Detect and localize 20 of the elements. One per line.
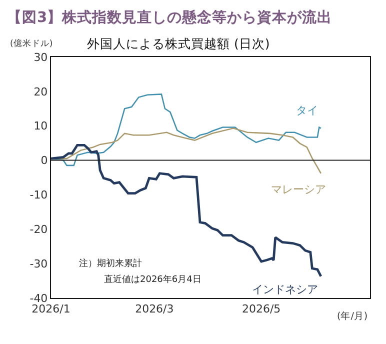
y-tick-label: -10: [30, 188, 48, 202]
chart-title: 【図3】株式指数見直しの懸念等から資本が流出: [7, 8, 332, 26]
y-tick-label: 10: [34, 120, 48, 133]
y-tick-label: 30: [34, 50, 48, 64]
series-label: インドネシア: [252, 283, 318, 296]
annotation: 直近値は2026年6月4日: [104, 274, 202, 285]
series-label: タイ: [296, 104, 318, 117]
x-tick-label: 2026/5: [242, 302, 281, 316]
y-axis-title: (億米ドル): [10, 38, 53, 49]
annotation: 注）期初来累計: [79, 258, 142, 269]
series-label: マレーシア: [271, 183, 326, 196]
x-tick-label: 2026/3: [135, 302, 174, 316]
y-tick-label: 0: [40, 154, 48, 168]
y-tick-label: -30: [30, 257, 48, 270]
y-tick-label: -20: [30, 222, 48, 236]
x-tick-label: 2026/1: [32, 302, 70, 316]
x-axis-title: (年/月): [337, 310, 368, 322]
y-tick-label: -40: [30, 292, 48, 305]
y-tick-label: 20: [34, 85, 48, 98]
chart-subtitle: 外国人による株式買越額 (日次): [87, 36, 270, 51]
